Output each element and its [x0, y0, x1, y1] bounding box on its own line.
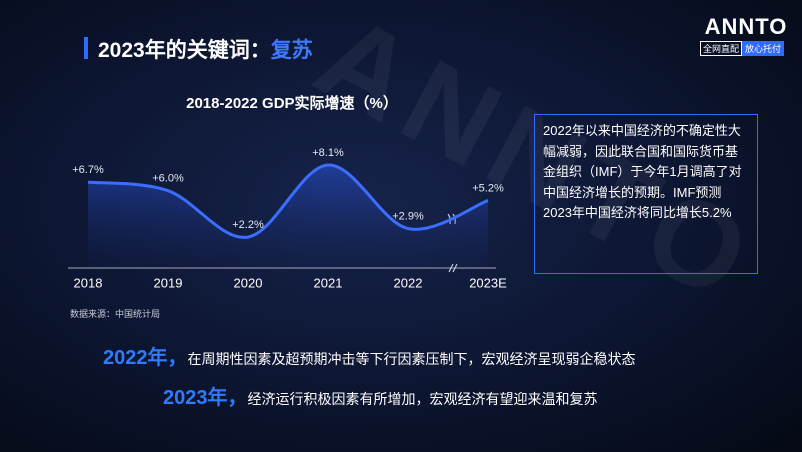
- logo: ANNTO 全网直配 放心托付: [700, 14, 792, 56]
- source: 数据来源：中国统计局: [70, 309, 161, 319]
- x-tick-label: 2018: [74, 275, 103, 290]
- logo-tags: 全网直配 放心托付: [700, 41, 792, 56]
- x-tick-label: 2020: [234, 275, 263, 290]
- x-tick-label: 2021: [314, 275, 343, 290]
- slide-title: 2023年的关键词：复苏: [98, 34, 313, 64]
- chart-title: 2018-2022 GDP实际增速（%）: [186, 94, 398, 112]
- title-text: 2023年的关键词：: [98, 39, 271, 62]
- summary-year: 2023年，: [163, 387, 248, 409]
- value-label: +2.2%: [232, 219, 264, 231]
- x-tick-label: 2019: [154, 275, 183, 290]
- note-box: 2022年以来中国经济的不确定性大幅减弱，因此联合国和国际货币基金组织（IMF）…: [534, 114, 758, 274]
- value-label: +2.9%: [392, 210, 424, 222]
- title-highlight: 复苏: [270, 39, 313, 62]
- summary-year: 2022年，: [103, 347, 188, 369]
- title-accent: [84, 37, 88, 59]
- area: [88, 164, 488, 268]
- logo-name: ANNTO: [704, 14, 788, 39]
- value-label: +6.7%: [72, 164, 104, 176]
- summary-text: 在周期性因素及超预期冲击等下行因素压制下，宏观经济呈现弱企稳状态: [187, 351, 636, 367]
- summary-line: 2023年，经济运行积极因素有所增加，宏观经济有望迎来温和复苏: [163, 381, 598, 410]
- logo-tag: 全网直配: [700, 41, 743, 56]
- summary-text: 经济运行积极因素有所增加，宏观经济有望迎来温和复苏: [247, 391, 598, 407]
- value-label: +5.2%: [472, 182, 504, 194]
- value-label: +8.1%: [312, 147, 344, 159]
- logo-tag: 放心托付: [742, 41, 785, 56]
- summary-line: 2022年，在周期性因素及超预期冲击等下行因素压制下，宏观经济呈现弱企稳状态: [103, 341, 636, 370]
- value-label: +6.0%: [152, 173, 184, 185]
- line: [87, 163, 489, 239]
- x-tick-label: 2022: [394, 275, 423, 290]
- x-tick-label: 2023E: [469, 275, 507, 290]
